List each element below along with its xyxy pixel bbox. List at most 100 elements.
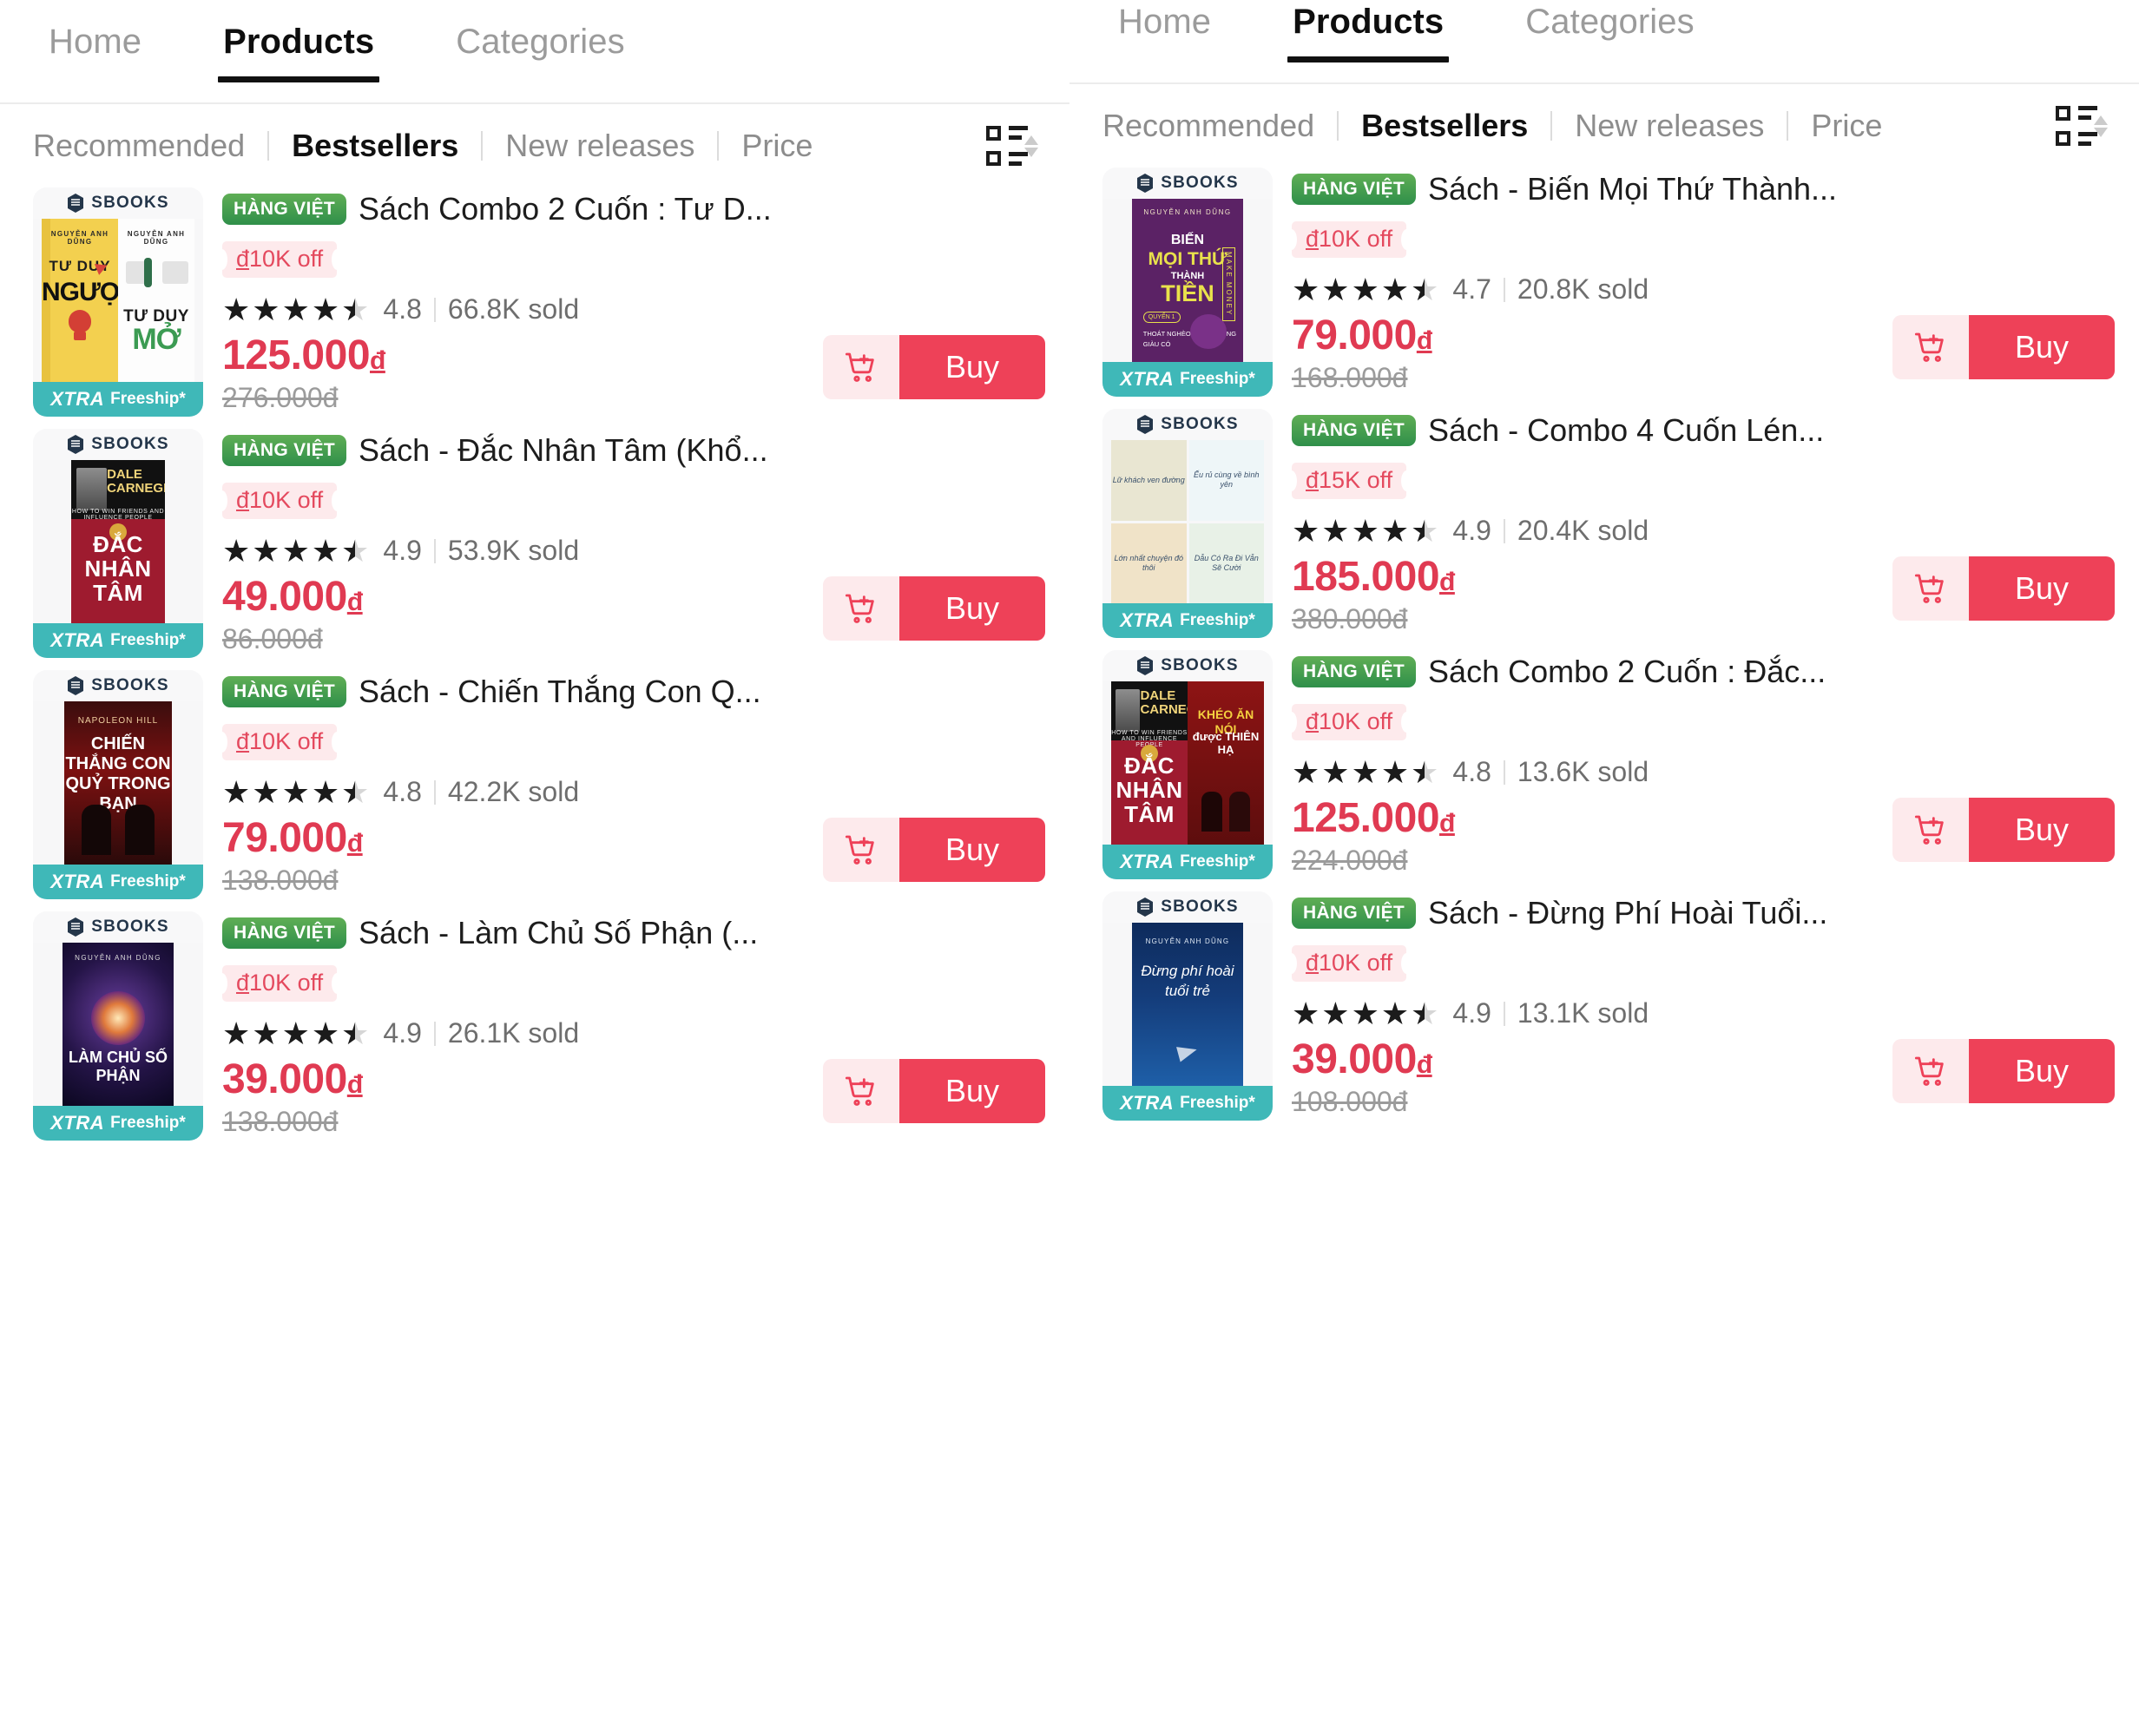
add-to-cart-icon[interactable] [1892,315,1969,379]
product-thumbnail[interactable]: SBOOKS DALE CARNEGIE HOW TO WIN FRIENDS … [1102,650,1273,879]
voucher-badge[interactable]: đ10K off [222,965,338,1003]
product-row[interactable]: SBOOKS NGUYỄN ANH DŨNG BIẾN MỌI THỨ THÀN… [1070,168,2139,397]
product-title[interactable]: Sách Combo 2 Cuốn : Đắc... [1428,654,1826,689]
product-row[interactable]: SBOOKS NGUYỄN ANH DŨNG LÀM CHỦ SỐ PHẬN X… [0,911,1070,1141]
filter-recommended[interactable]: Recommended [1102,108,1315,143]
freeship-label: Freeship* [110,872,186,891]
brand-name: SBOOKS [1161,174,1239,192]
product-thumbnail[interactable]: SBOOKS NGUYỄN ANH DŨNG BIẾN MỌI THỨ THÀN… [1102,168,1273,397]
buy-button[interactable]: Buy [899,1059,1045,1123]
tab-home[interactable]: Home [1118,3,1212,41]
product-thumbnail[interactable]: SBOOKS NGUYỄN ANH DŨNG LÀM CHỦ SỐ PHẬN X… [33,911,203,1141]
buy-group[interactable]: Buy [1892,315,2115,379]
buy-group[interactable]: Buy [823,576,1045,641]
buy-button[interactable]: Buy [1969,1039,2115,1103]
sort-list-icon[interactable] [2056,99,2108,153]
star-rating: ★ ★ ★ ★ ★ [222,776,369,808]
tab-categories[interactable]: Categories [456,23,625,61]
product-title[interactable]: Sách - Đừng Phí Hoài Tuổi... [1428,895,1828,930]
current-price: 79.000đ [222,815,363,861]
screen-left: Home Products Categories Recommended Bes… [0,0,1070,1736]
product-row[interactable]: SBOOKS Lữ khách ven đường Ếu rủ cùng về … [1070,409,2139,638]
product-row[interactable]: SBOOKS NGUYỄN ANH DŨNG Đừng phí hoài tuổ… [1070,891,2139,1121]
buy-button[interactable]: Buy [899,576,1045,641]
product-title[interactable]: Sách - Đắc Nhân Tâm (Khổ... [359,432,768,468]
voucher-text: 10K off [249,728,324,754]
sbooks-leaf-icon [67,917,84,937]
voucher-badge[interactable]: đ10K off [1292,221,1407,259]
filter-new-releases[interactable]: New releases [505,128,695,163]
add-to-cart-icon[interactable] [823,335,899,399]
voucher-badge[interactable]: đ10K off [222,241,338,279]
filter-bestsellers[interactable]: Bestsellers [1361,108,1529,143]
product-thumbnail[interactable]: SBOOKS NAPOLEON HILL CHIẾN THẮNG CON QUỶ… [33,670,203,899]
tab-home[interactable]: Home [49,23,142,61]
product-title[interactable]: Sách Combo 2 Cuốn : Tư D... [359,191,772,227]
sort-list-icon[interactable] [986,119,1038,173]
buy-group[interactable]: Buy [823,335,1045,399]
product-info: HÀNG VIỆT Sách - Chiến Thắng Con Q... đ1… [203,670,1070,899]
filter-price[interactable]: Price [741,128,813,163]
tab-products[interactable]: Products [1287,0,1450,62]
sold-count: 20.8K sold [1517,273,1649,306]
add-to-cart-icon[interactable] [823,576,899,641]
buy-button[interactable]: Buy [1969,798,2115,862]
voucher-badge[interactable]: đ15K off [1292,463,1407,500]
buy-group[interactable]: Buy [1892,556,2115,621]
add-to-cart-icon[interactable] [823,818,899,882]
product-thumbnail[interactable]: SBOOKS NGUYỄN ANH DŨNG TƯ DUY NGƯỢC NGUY… [33,187,203,417]
buy-group[interactable]: Buy [823,818,1045,882]
product-row[interactable]: SBOOKS DALE CARNEGIE HOW TO WIN FRIENDS … [0,429,1070,658]
voucher-currency: đ [236,246,250,272]
product-title[interactable]: Sách - Biến Mọi Thứ Thành... [1428,171,1838,207]
filter-recommended[interactable]: Recommended [33,128,246,163]
original-price: 224.000đ [1292,845,1408,876]
voucher-text: 10K off [249,246,324,272]
product-title[interactable]: Sách - Làm Chủ Số Phận (... [359,915,759,950]
product-thumbnail[interactable]: SBOOKS DALE CARNEGIE HOW TO WIN FRIENDS … [33,429,203,658]
buy-button[interactable]: Buy [1969,556,2115,621]
buy-group[interactable]: Buy [823,1059,1045,1123]
product-title[interactable]: Sách - Chiến Thắng Con Q... [359,674,761,709]
sold-count: 13.6K sold [1517,756,1649,788]
sbooks-leaf-icon [1136,656,1154,675]
product-row[interactable]: SBOOKS DALE CARNEGIE HOW TO WIN FRIENDS … [1070,650,2139,879]
voucher-badge[interactable]: đ10K off [222,483,338,520]
freeship-label: Freeship* [110,1114,186,1132]
filter-divider [481,131,484,161]
voucher-badge[interactable]: đ10K off [222,724,338,761]
product-thumbnail[interactable]: SBOOKS Lữ khách ven đường Ếu rủ cùng về … [1102,409,1273,638]
brand-name: SBOOKS [91,676,169,694]
voucher-badge[interactable]: đ10K off [1292,945,1407,983]
buy-button[interactable]: Buy [899,335,1045,399]
freeship-label: Freeship* [1180,370,1255,388]
hang-viet-badge: HÀNG VIỆT [1292,174,1417,205]
buy-group[interactable]: Buy [1892,798,2115,862]
rating-value: 4.9 [383,1017,422,1049]
product-row[interactable]: SBOOKS NGUYỄN ANH DŨNG TƯ DUY NGƯỢC NGUY… [0,187,1070,417]
brand-logo: SBOOKS [33,187,203,219]
add-to-cart-icon[interactable] [1892,556,1969,621]
freeship-xtra: XTRA [50,629,105,651]
filter-new-releases[interactable]: New releases [1575,108,1765,143]
voucher-badge[interactable]: đ10K off [1292,704,1407,741]
tab-products[interactable]: Products [218,12,380,82]
add-to-cart-icon[interactable] [1892,798,1969,862]
buy-button[interactable]: Buy [899,818,1045,882]
product-row[interactable]: SBOOKS NAPOLEON HILL CHIẾN THẮNG CON QUỶ… [0,670,1070,899]
product-thumbnail[interactable]: SBOOKS NGUYỄN ANH DŨNG Đừng phí hoài tuổ… [1102,891,1273,1121]
buy-group[interactable]: Buy [1892,1039,2115,1103]
tab-categories[interactable]: Categories [1525,3,1695,41]
add-to-cart-icon[interactable] [1892,1039,1969,1103]
product-info: HÀNG VIỆT Sách - Làm Chủ Số Phận (... đ1… [203,911,1070,1141]
brand-name: SBOOKS [91,435,169,453]
buy-button[interactable]: Buy [1969,315,2115,379]
product-title[interactable]: Sách - Combo 4 Cuốn Lén... [1428,412,1825,448]
add-to-cart-icon[interactable] [823,1059,899,1123]
hang-viet-badge: HÀNG VIỆT [1292,656,1417,687]
filter-bestsellers[interactable]: Bestsellers [292,128,459,163]
product-info: HÀNG VIỆT Sách Combo 2 Cuốn : Đắc... đ10… [1273,650,2139,879]
hang-viet-badge: HÀNG VIỆT [1292,898,1417,929]
filter-price[interactable]: Price [1811,108,1883,143]
